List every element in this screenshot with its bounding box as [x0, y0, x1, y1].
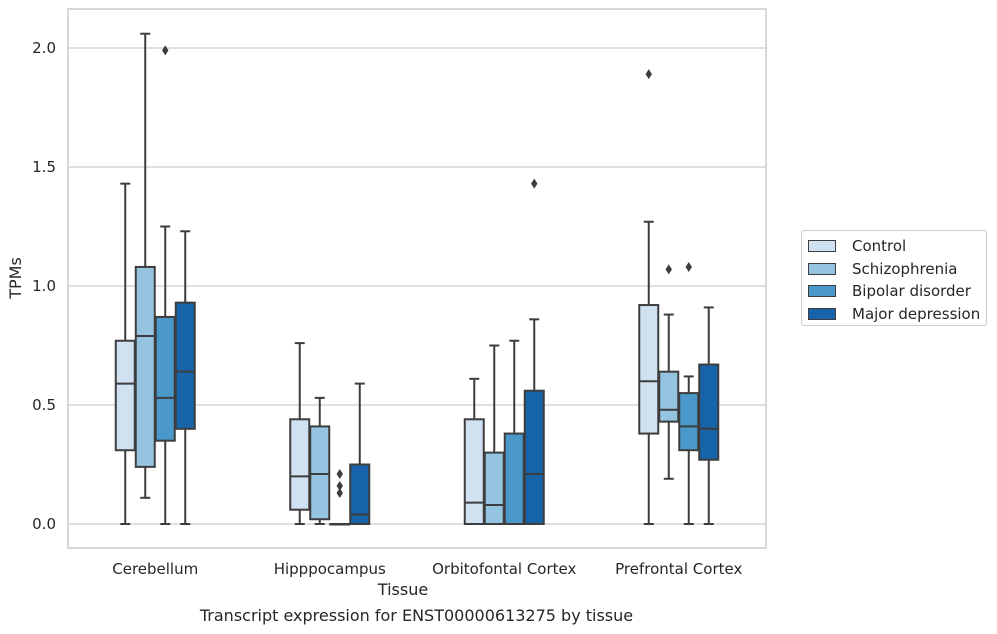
legend-label: Bipolar disorder: [852, 282, 971, 301]
legend-label: Schizophrenia: [852, 259, 958, 278]
box-control-prefrontal-cortex: [638, 69, 660, 525]
box-control-cerebellum: [114, 182, 136, 525]
legend-swatch: [808, 262, 836, 275]
y-tick-labels: 0.0 0.5 1.0 1.5 2.0: [32, 39, 56, 533]
legend: Control Schizophrenia Bipolar disorder Majo…: [801, 230, 987, 326]
outlier-point: [685, 261, 692, 272]
legend-label: Control: [852, 237, 907, 256]
box: [698, 363, 720, 461]
box: [678, 392, 700, 452]
chart-caption: Transcript expression for ENST0000061327…: [199, 606, 634, 625]
box-bipolar-disorder-orbitofontal-cortex: [503, 339, 525, 525]
outlier-point: [665, 264, 672, 275]
x-tick-label: Orbitofontal Cortex: [432, 560, 576, 578]
box-control-hipppocampus: [289, 342, 311, 525]
legend-item: Schizophrenia: [808, 258, 986, 281]
legend-item: Control: [808, 235, 986, 258]
box: [154, 315, 176, 442]
x-axis-label: Tissue: [377, 580, 428, 599]
legend-swatch: [808, 240, 836, 253]
plot-frame: [67, 8, 767, 549]
box: [503, 432, 525, 525]
box-schizophrenia-orbitofontal-cortex: [483, 344, 505, 526]
box-major-depression-cerebellum: [174, 230, 196, 525]
box-control-orbitofontal-cortex: [463, 377, 485, 525]
legend-item: Bipolar disorder: [808, 280, 986, 303]
y-tick-label: 1.5: [32, 158, 56, 176]
y-tick-label: 1.0: [32, 277, 56, 295]
box-major-depression-orbitofontal-cortex: [523, 178, 545, 525]
y-axis-label: TPMs: [6, 257, 25, 300]
y-tick-label: 2.0: [32, 39, 56, 57]
outlier-point: [531, 178, 538, 189]
y-tick-label: 0.5: [32, 396, 56, 414]
x-tick-label: Cerebellum: [112, 560, 198, 578]
box-bipolar-disorder-prefrontal-cortex: [678, 261, 700, 525]
box: [289, 418, 311, 511]
x-tick-label: Prefrontal Cortex: [615, 560, 742, 578]
legend-item: Major depression: [808, 303, 986, 326]
x-tick-label: Hipppocampus: [274, 560, 386, 578]
outlier-point: [645, 69, 652, 80]
legend-label: Major depression: [852, 304, 981, 323]
box: [483, 451, 505, 526]
box: [114, 339, 136, 452]
box: [349, 463, 371, 525]
box-major-depression-prefrontal-cortex: [698, 306, 720, 525]
y-tick-label: 0.0: [32, 515, 56, 533]
box-schizophrenia-prefrontal-cortex: [658, 264, 680, 480]
box-major-depression-hipppocampus: [349, 382, 371, 525]
box: [309, 425, 331, 521]
box-schizophrenia-cerebellum: [134, 32, 156, 499]
box-bipolar-disorder-hipppocampus: [329, 469, 351, 526]
box: [463, 418, 485, 525]
outlier-point: [336, 469, 343, 480]
legend-swatch: [808, 307, 836, 320]
outlier-point: [336, 488, 343, 499]
box: [638, 304, 660, 435]
outlier-point: [336, 480, 343, 491]
box: [134, 265, 156, 468]
x-tick-labels: Cerebellum Hipppocampus Orbitofontal Corte…: [112, 560, 742, 578]
box: [658, 370, 680, 423]
box-bipolar-disorder-cerebellum: [154, 45, 176, 525]
gridlines: [68, 47, 766, 525]
box: [523, 389, 545, 525]
box: [174, 301, 196, 430]
box-schizophrenia-hipppocampus: [309, 396, 331, 525]
legend-swatch: [808, 285, 836, 298]
box-series: [114, 32, 720, 526]
outlier-point: [162, 45, 169, 56]
